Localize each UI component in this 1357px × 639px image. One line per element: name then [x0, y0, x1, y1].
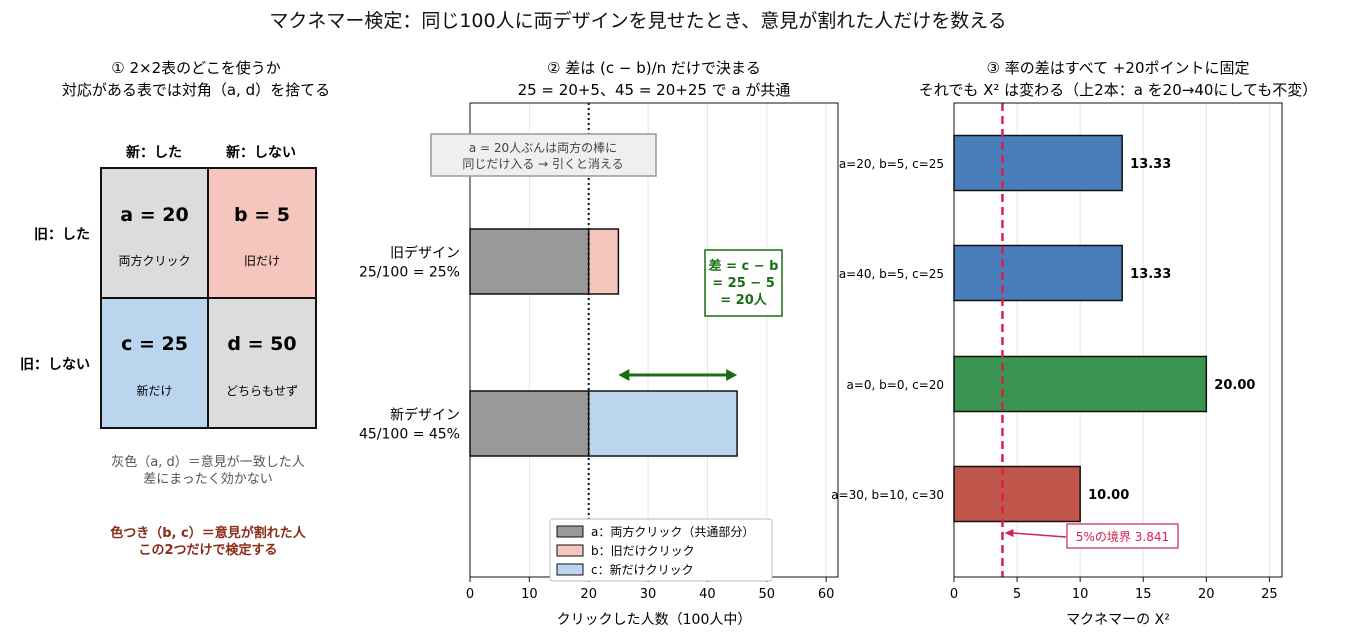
panel-2-category-label-line1: 旧デザイン [390, 245, 460, 262]
panel-3-threshold-label-box [1066, 523, 1179, 549]
cell-b [207, 167, 317, 299]
panel-2-category-label-line1: 新デザイン [390, 407, 460, 424]
panel-3-tick-label: 25 [1261, 587, 1278, 602]
panel-2-annotation-line1: a = 20人ぶんは両方の棒に [469, 140, 617, 155]
panel-2-diff-label-line1: 差 = c − b [709, 258, 779, 274]
panel-3-plot-frame [953, 102, 1283, 578]
note-color-line2: この2つだけで検定する [138, 542, 277, 558]
note-color-line1: 色つき（b, c）＝意見が割れた人 [110, 525, 306, 541]
cell-d-label: d = 50 [227, 333, 296, 355]
panel-3-category-label: a=20, b=5, c=25 [839, 157, 944, 171]
panel-3-bars [953, 134, 1208, 523]
cell-a-label: a = 20 [120, 204, 188, 226]
panel-3-bar [953, 355, 1208, 413]
panel-2-diff-arrowhead-right [726, 369, 738, 381]
panel-3-threshold-arrowhead [1004, 529, 1014, 537]
cell-c [100, 297, 209, 429]
panel-2-diff-label-line2: = 25 − 5 [712, 276, 775, 291]
panel-3-category-label: a=0, b=0, c=20 [846, 378, 944, 392]
panel-3-value-labels: 13.33 13.33 20.00 10.00 [1088, 157, 1255, 503]
panel-2-diff-arrowhead-left [618, 369, 630, 381]
panel-3-bar [953, 134, 1123, 192]
panel-2-title: ② 差は (c − b)/n だけで決まる [547, 59, 761, 77]
panel-3-title: ③ 率の差はすべて +20ポイントに固定 [987, 59, 1250, 77]
cell-d [207, 297, 317, 429]
panel-3-bar [953, 465, 1081, 523]
panel-3-tick-label: 10 [1072, 587, 1089, 602]
legend-swatch-a [556, 525, 584, 538]
cell-b-sub: 旧だけ [244, 254, 280, 268]
col-header-new-didnt: 新：しない [226, 144, 296, 161]
panel-3-value-label: 13.33 [1130, 267, 1171, 282]
note-gray-line1: 灰色（a, d）＝意見が一致した人 [111, 454, 304, 470]
panel-2-subtitle: 25 = 20+5、45 = 20+25 で a が共通 [518, 81, 791, 99]
panel-3-tick-label: 5 [1013, 587, 1021, 602]
row-header-old-did: 旧：した [34, 227, 90, 243]
panel-3-category-label: a=30, b=10, c=30 [831, 488, 944, 502]
panel-3-value-label: 10.00 [1088, 488, 1129, 503]
panel-2-tick-label: 30 [640, 587, 657, 602]
panel-3-value-label: 20.00 [1214, 378, 1255, 393]
panel-2-stacked-bar-chart: ② 差は (c − b)/n だけで決まる 25 = 20+5、45 = 20+… [359, 59, 839, 628]
panel-2-diff-arrow [618, 369, 738, 381]
panel-3-bar [953, 244, 1123, 302]
panel-2-category-label-line2: 25/100 = 25% [359, 265, 460, 281]
panel-2-diff-label-box [704, 249, 783, 317]
panel-2-x-ticks: 0 10 20 30 40 50 60 [466, 577, 835, 602]
cell-b-label: b = 5 [234, 204, 290, 226]
panel-3-threshold-arrow [1012, 532, 1067, 538]
panel-2-annotation-line2: 同じだけ入る → 引くと消える [462, 157, 623, 171]
cell-d-sub: どちらもせず [226, 384, 298, 398]
panel-2-annotation-box [430, 133, 657, 177]
panel-2-xlabel: クリックした人数（100人中） [557, 612, 752, 628]
panel-1-contingency-table: ① 2×2表のどこを使うか 対応がある表では対角（a, d）を捨てる 新：した … [20, 59, 330, 558]
col-header-new-did: 新：した [126, 144, 182, 161]
panel-3-threshold-label: 5%の境界 3.841 [1076, 529, 1169, 544]
legend-label-c: c：新だけクリック [591, 562, 694, 577]
panel-3-subtitle: それでも X² は変わる（上2本：a を20→40にしても不変） [919, 81, 1317, 99]
panel-3-x-ticks: 0 5 10 15 20 25 [950, 577, 1278, 602]
panel-2-diff-label-line3: = 20人 [720, 292, 768, 308]
row-header-old-didnt: 旧：しない [20, 357, 90, 373]
cell-c-label: c = 25 [121, 333, 188, 355]
panel-3-value-label: 13.33 [1130, 157, 1171, 172]
panel-2-tick-label: 40 [699, 587, 716, 602]
cell-a-sub: 両方クリック [118, 253, 190, 268]
panel-2-category-label-line2: 45/100 = 45% [359, 427, 460, 443]
panel-3-category-labels: a=20, b=5, c=25 a=40, b=5, c=25 a=0, b=0, … [831, 157, 944, 502]
panel-2-category-labels: 旧デザイン 25/100 = 25% 新デザイン 45/100 = 45% [359, 245, 460, 443]
legend-label-a: a：両方クリック（共通部分） [591, 524, 754, 539]
panel-2-bar-segment [469, 390, 590, 457]
panel-2-tick-label: 20 [580, 587, 597, 602]
panel-3-tick-label: 0 [950, 587, 958, 602]
panel-2-tick-label: 10 [521, 587, 538, 602]
panel-1-title-line2: 対応がある表では対角（a, d）を捨てる [62, 81, 330, 99]
panel-2-tick-label: 0 [466, 587, 474, 602]
panel-2-bar-segment [469, 228, 590, 295]
panel-2-bar-segment [587, 228, 620, 295]
panel-2-bar-segment [587, 390, 738, 457]
panel-3-tick-label: 15 [1135, 587, 1152, 602]
panel-3-tick-label: 20 [1198, 587, 1215, 602]
panel-3-chi-square-chart: ③ 率の差はすべて +20ポイントに固定 それでも X² は変わる（上2本：a … [831, 59, 1317, 628]
panel-3-xlabel: マクネマーの X² [1066, 612, 1170, 628]
cell-c-sub: 新だけ [136, 383, 172, 398]
note-gray-line2: 差にまったく効かない [143, 472, 272, 487]
legend-label-b: b：旧だけクリック [591, 544, 695, 558]
figure-title: マクネマー検定：同じ100人に両デザインを見せたとき、意見が割れた人だけを数える [269, 10, 1006, 32]
panel-2-tick-label: 50 [759, 587, 776, 602]
panel-1-title-line1: ① 2×2表のどこを使うか [111, 59, 280, 77]
panel-2-bars [469, 228, 738, 457]
cell-a [100, 167, 209, 299]
panel-2-legend: a：両方クリック（共通部分） b：旧だけクリック c：新だけクリック [549, 518, 773, 582]
panel-2-tick-label: 60 [818, 587, 835, 602]
legend-swatch-c [556, 563, 584, 576]
legend-swatch-b [556, 544, 584, 557]
panel-3-category-label: a=40, b=5, c=25 [839, 267, 944, 281]
legend-frame [549, 518, 773, 582]
